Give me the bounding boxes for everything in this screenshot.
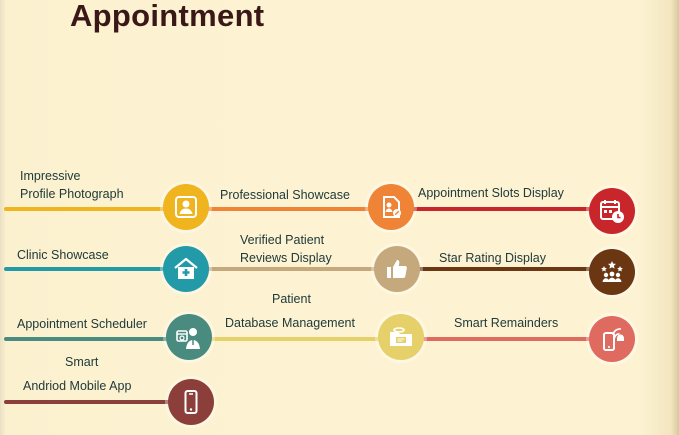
page-edge-shadow bbox=[671, 0, 679, 435]
page-title: Appointment bbox=[70, 0, 265, 33]
phone-alarm-icon bbox=[603, 328, 624, 351]
connector-line-mobile bbox=[4, 400, 176, 404]
connector-line-showcase bbox=[206, 207, 380, 211]
feature-label-slots: Appointment Slots Display bbox=[418, 186, 564, 200]
feature-label-scheduler: Appointment Scheduler bbox=[17, 317, 147, 331]
connector-line-database bbox=[208, 337, 388, 341]
feature-label-reminders: Smart Remainders bbox=[454, 316, 559, 330]
star-rating-users-icon bbox=[601, 261, 623, 282]
smartphone-icon bbox=[184, 390, 198, 414]
connector-line-rating bbox=[412, 267, 597, 271]
database-folder-icon bbox=[390, 327, 412, 346]
feature-label-mobile: Smart Andriod Mobile App bbox=[23, 353, 131, 395]
feature-label-database-line2: Database Management bbox=[225, 316, 355, 330]
profile-photo-icon bbox=[175, 196, 197, 218]
feature-node-reviews bbox=[374, 246, 420, 292]
connector-line-reviews bbox=[208, 267, 384, 271]
calendar-clock-icon bbox=[600, 200, 624, 223]
feature-label-mobile-line1: Smart bbox=[65, 355, 99, 369]
feature-label-showcase: Professional Showcase bbox=[220, 188, 350, 202]
feature-node-showcase bbox=[368, 184, 414, 230]
connector-line-slots bbox=[412, 207, 597, 211]
feature-label-mobile-line2: Andriod Mobile App bbox=[23, 379, 132, 393]
feature-node-clinic bbox=[163, 246, 209, 292]
connector-line-scheduler bbox=[4, 337, 172, 341]
feature-label-rating: Star Rating Display bbox=[439, 251, 546, 265]
thumbs-up-icon bbox=[387, 260, 407, 278]
feature-label-profile-line2: Profile Photograph bbox=[20, 187, 124, 201]
document-badge-icon bbox=[383, 196, 401, 218]
feature-label-reviews-line2: Reviews Display bbox=[240, 251, 332, 265]
feature-node-mobile bbox=[168, 379, 214, 425]
feature-node-slots bbox=[589, 188, 635, 234]
feature-label-reviews-line1: Verified Patient bbox=[240, 233, 325, 247]
doctor-scheduler-icon bbox=[176, 328, 200, 349]
feature-node-scheduler bbox=[166, 314, 212, 360]
feature-label-reviews: Verified Patient Reviews Display bbox=[240, 231, 332, 267]
feature-label-profile: Impressive Profile Photograph bbox=[20, 167, 124, 203]
clinic-cross-icon bbox=[174, 257, 198, 279]
connector-line-profile bbox=[4, 207, 174, 211]
feature-label-database: Patient Database Management bbox=[225, 290, 355, 332]
feature-label-profile-line1: Impressive bbox=[20, 169, 81, 183]
feature-node-rating bbox=[589, 249, 635, 295]
feature-node-reminders bbox=[589, 316, 635, 362]
connector-line-reminders bbox=[414, 337, 597, 341]
feature-label-database-line1: Patient bbox=[272, 292, 311, 306]
feature-node-profile bbox=[163, 184, 209, 230]
feature-label-clinic: Clinic Showcase bbox=[17, 248, 109, 262]
feature-node-database bbox=[378, 314, 424, 360]
connector-line-clinic bbox=[4, 267, 172, 271]
